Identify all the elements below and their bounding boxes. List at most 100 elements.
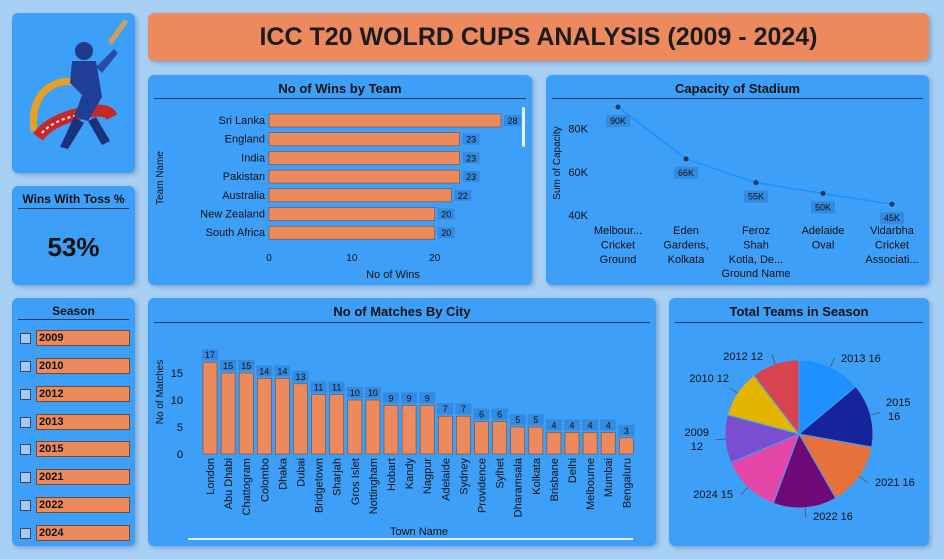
city-matches-bar [437, 415, 453, 455]
city-matches-bar [202, 361, 218, 455]
capacity-point [889, 201, 895, 207]
city-label: Nagpur [422, 458, 434, 494]
x-axis-title: No of Wins [366, 269, 420, 281]
capacity-data-label: 66K [678, 168, 694, 178]
team-label: New Zealand [200, 209, 265, 221]
city-matches-bar [600, 432, 616, 455]
season-slicer-title: Season [52, 304, 95, 318]
season-checkbox[interactable] [20, 472, 31, 483]
teams-in-season-pie: 2013 16 2015 16 2021 16 2022 16 2024 15 2009 12… [685, 351, 915, 523]
city-label: Providence [477, 458, 489, 513]
season-option[interactable]: 2012 [20, 386, 130, 402]
team-wins-bar [268, 113, 502, 128]
toss-value: 53% [47, 232, 100, 262]
city-label: Nottingham [368, 458, 380, 514]
city-matches-bar [510, 426, 526, 455]
team-wins-bar [268, 169, 460, 184]
season-checkbox[interactable] [20, 500, 31, 511]
data-label-bg [419, 392, 436, 404]
data-label-bg [462, 133, 480, 145]
team-wins-data-label: 22 [458, 191, 468, 201]
x-axis-title: Ground Name [721, 268, 790, 280]
ground-label: Shah [743, 240, 769, 252]
pie-leader-line [771, 354, 776, 365]
data-label-bg [202, 349, 218, 361]
city-matches-data-label: 14 [277, 366, 287, 376]
city-matches-bar [474, 421, 489, 455]
stadium-capacity-card: Capacity of Stadium 40K 60K 80K 90K 66K 55K 50… [546, 75, 929, 285]
data-label-bg [545, 419, 562, 431]
city-matches-data-label: 9 [407, 393, 412, 403]
season-option[interactable]: 2022 [20, 497, 130, 513]
data-label-bg [504, 115, 521, 126]
team-wins-data-label: 23 [466, 135, 476, 145]
data-label-bg [462, 152, 480, 164]
city-matches-data-label: 15 [241, 361, 251, 371]
ground-label: Kolkata [668, 254, 706, 266]
y-tick-label: 0 [177, 449, 183, 461]
city-label: Bengaluru [621, 458, 633, 508]
city-label: Sylhet [495, 458, 507, 489]
season-checkbox[interactable] [20, 333, 31, 344]
wins-title-underline [154, 98, 526, 99]
ground-label: Adelaide [802, 225, 845, 237]
pie-slice-label: 2009 [685, 427, 709, 439]
city-label: Delhi [567, 458, 579, 483]
y-tick-label: 5 [177, 422, 183, 434]
season-option[interactable]: 2015 [20, 441, 130, 457]
y-axis-title: Sum of Capacity [552, 126, 563, 199]
season-option[interactable]: 2013 [20, 414, 130, 430]
data-label-bg [454, 189, 472, 201]
city-matches-data-label: 11 [314, 383, 323, 393]
capacity-data-label: 45K [884, 213, 900, 223]
season-checkbox[interactable] [20, 444, 31, 455]
season-checkbox[interactable] [20, 528, 31, 539]
capacity-title-underline [552, 98, 923, 99]
city-label: Abu Dhabi [223, 458, 235, 509]
city-matches-bar [582, 432, 598, 455]
y-tick-label: 15 [171, 368, 183, 380]
pie-slice-label: 2022 16 [813, 511, 853, 523]
data-label-bg [401, 392, 418, 404]
season-option[interactable]: 2021 [20, 469, 130, 485]
ground-label: Gardens, [663, 240, 708, 252]
city-matches-bar [564, 432, 580, 455]
data-label-bg [811, 201, 835, 214]
season-checkbox[interactable] [20, 361, 31, 372]
pie-slice-label: 2013 16 [841, 353, 881, 365]
city-label: London [205, 458, 217, 495]
ground-label: Eden [673, 225, 699, 237]
pie-leader-line [870, 412, 881, 416]
city-matches-bar [347, 399, 363, 455]
data-label-bg [491, 408, 508, 420]
city-label: Brisbane [549, 458, 561, 501]
wins-scrollbar[interactable] [522, 107, 525, 147]
city-matches-bar [528, 426, 544, 455]
pie-leader-line [715, 438, 726, 441]
ground-label: Cricket [601, 240, 635, 252]
data-label-bg [674, 166, 698, 179]
pie-slice-label: 2010 12 [689, 373, 729, 385]
season-checkbox[interactable] [20, 389, 31, 400]
pie-slice-label: 2012 12 [723, 351, 763, 363]
matches-chart-title: No of Matches By City [333, 304, 471, 319]
season-option[interactable]: 2024 [20, 525, 130, 541]
data-label-bg [383, 392, 399, 404]
pie-leader-line [859, 476, 868, 483]
season-option-label: 2010 [36, 358, 130, 374]
season-option-label: 2013 [36, 414, 130, 430]
team-wins-bar [268, 207, 436, 221]
season-option[interactable]: 2009 [20, 330, 130, 346]
pie-slice [730, 433, 800, 505]
data-label-bg [462, 171, 480, 183]
season-checkbox[interactable] [20, 417, 31, 428]
city-matches-data-label: 17 [205, 350, 215, 360]
team-label: Pakistan [223, 171, 265, 183]
matches-horizontal-scrollbar[interactable] [188, 538, 633, 540]
data-label-bg [527, 414, 544, 425]
season-option[interactable]: 2010 [20, 358, 130, 374]
season-option-label: 2024 [36, 525, 130, 541]
x-tick-label: 0 [266, 253, 272, 264]
city-label: Gros Islet [350, 458, 362, 505]
pie-slice [798, 359, 857, 436]
